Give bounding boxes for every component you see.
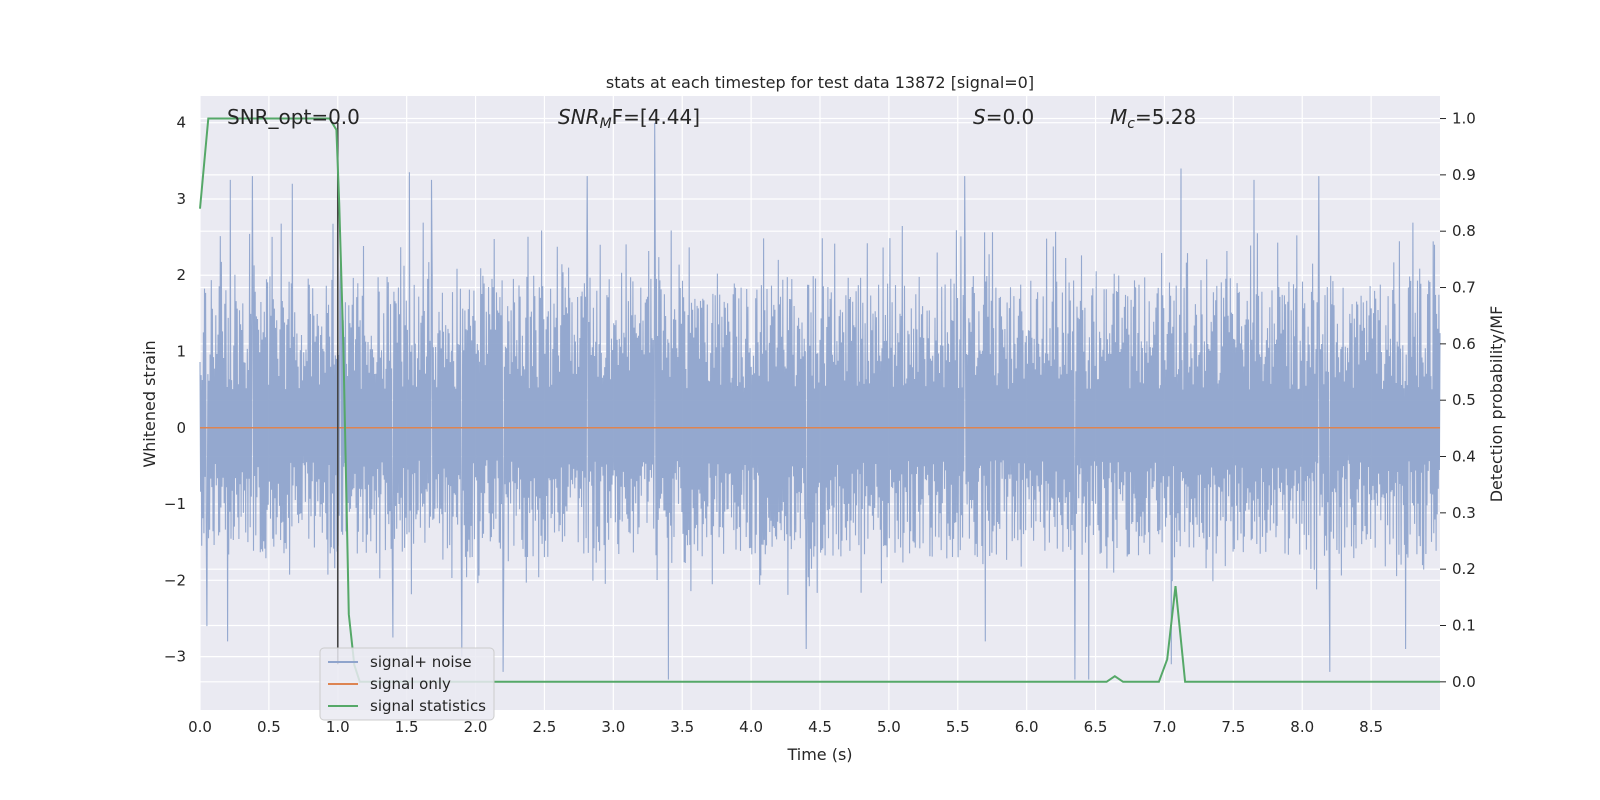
y-left-tick-label: 0 [176, 419, 186, 437]
annotation-s: S=0.0 [973, 105, 1034, 129]
y-left-tick-label: 2 [176, 266, 186, 284]
y-right-tick-label: 0.1 [1452, 617, 1476, 635]
x-tick-label: 0.5 [257, 718, 281, 736]
legend-box [319, 647, 495, 721]
legend-label-signal-statistics: signal statistics [370, 697, 486, 715]
x-tick-label: 7.0 [1153, 718, 1177, 736]
annotation-snr-mf: SNRMF=[4.44] [558, 105, 700, 132]
annotation-mc-sub: c [1127, 116, 1135, 132]
y-right-tick-label: 0.8 [1452, 222, 1476, 240]
y-left-tick-label: −1 [164, 495, 186, 513]
x-tick-label: 1.0 [326, 718, 350, 736]
y-right-tick-label: 0.6 [1452, 335, 1476, 353]
x-tick-label: 6.0 [1015, 718, 1039, 736]
annotation-snr-mf-main: SNR [558, 105, 600, 129]
annotation-snr-mf-rest: F=[4.44] [612, 105, 700, 129]
y-left-tick-label: 1 [176, 343, 186, 361]
y-left-tick-label: −3 [164, 648, 186, 666]
signal-noise-line [199, 122, 1441, 680]
x-axis-label: Time (s) [786, 745, 852, 764]
annotation-snr-mf-sub: M [600, 116, 612, 132]
y-left-axis-ticks: 4 3 2 1 0 −1 −2 −3 [164, 114, 186, 666]
x-tick-label: 1.5 [395, 718, 419, 736]
chart-title: stats at each timestep for test data 138… [606, 73, 1034, 92]
annotation-s-main: S [973, 105, 986, 129]
x-tick-label: 7.5 [1221, 718, 1245, 736]
x-tick-label: 0.0 [188, 718, 212, 736]
y-left-tick-label: 3 [176, 190, 186, 208]
x-tick-label: 6.5 [1084, 718, 1108, 736]
annotation-mc-main: M [1110, 105, 1127, 129]
y-right-tick-label: 0.4 [1452, 448, 1476, 466]
y-right-axis-ticks: 1.0 0.9 0.8 0.7 0.6 0.5 0.4 0.3 0.2 0.1 0.0 [1440, 110, 1476, 691]
x-tick-label: 4.5 [808, 718, 832, 736]
x-tick-label: 4.0 [739, 718, 763, 736]
x-tick-label: 5.5 [946, 718, 970, 736]
x-tick-label: 3.0 [601, 718, 625, 736]
x-tick-label: 8.0 [1290, 718, 1314, 736]
y-right-tick-label: 1.0 [1452, 110, 1476, 128]
signal-noise-series [199, 122, 1441, 680]
y-right-tick-label: 0.3 [1452, 504, 1476, 522]
y-right-axis-label: Detection probability/MF [1487, 306, 1506, 503]
x-tick-label: 8.5 [1359, 718, 1383, 736]
y-left-tick-label: 4 [176, 114, 186, 132]
y-right-tick-label: 0.9 [1452, 166, 1476, 184]
legend-label-signal-only: signal only [370, 675, 451, 693]
legend: signal+ noise signal only signal statist… [319, 647, 495, 721]
annotation-mc-rest: =5.28 [1135, 105, 1196, 129]
y-left-tick-label: −2 [164, 571, 186, 589]
x-tick-label: 5.0 [877, 718, 901, 736]
annotation-mc: Mc=5.28 [1110, 105, 1196, 132]
y-right-tick-label: 0.5 [1452, 391, 1476, 409]
legend-label-signal-noise: signal+ noise [370, 653, 472, 671]
y-right-tick-label: 0.0 [1452, 673, 1476, 691]
x-axis-ticks: 0.0 0.5 1.0 1.5 2.0 2.5 3.0 3.5 4.0 4.5 5.0 5.5 6.0 6… [188, 718, 1383, 736]
y-right-tick-label: 0.7 [1452, 279, 1476, 297]
x-tick-label: 2.5 [533, 718, 557, 736]
annotation-snr-opt: SNR_opt=0.0 [227, 105, 360, 129]
x-tick-label: 3.5 [670, 718, 694, 736]
x-tick-label: 2.0 [464, 718, 488, 736]
y-left-axis-label: Whitened strain [140, 340, 159, 467]
y-right-tick-label: 0.2 [1452, 560, 1476, 578]
annotation-s-rest: =0.0 [986, 105, 1035, 129]
